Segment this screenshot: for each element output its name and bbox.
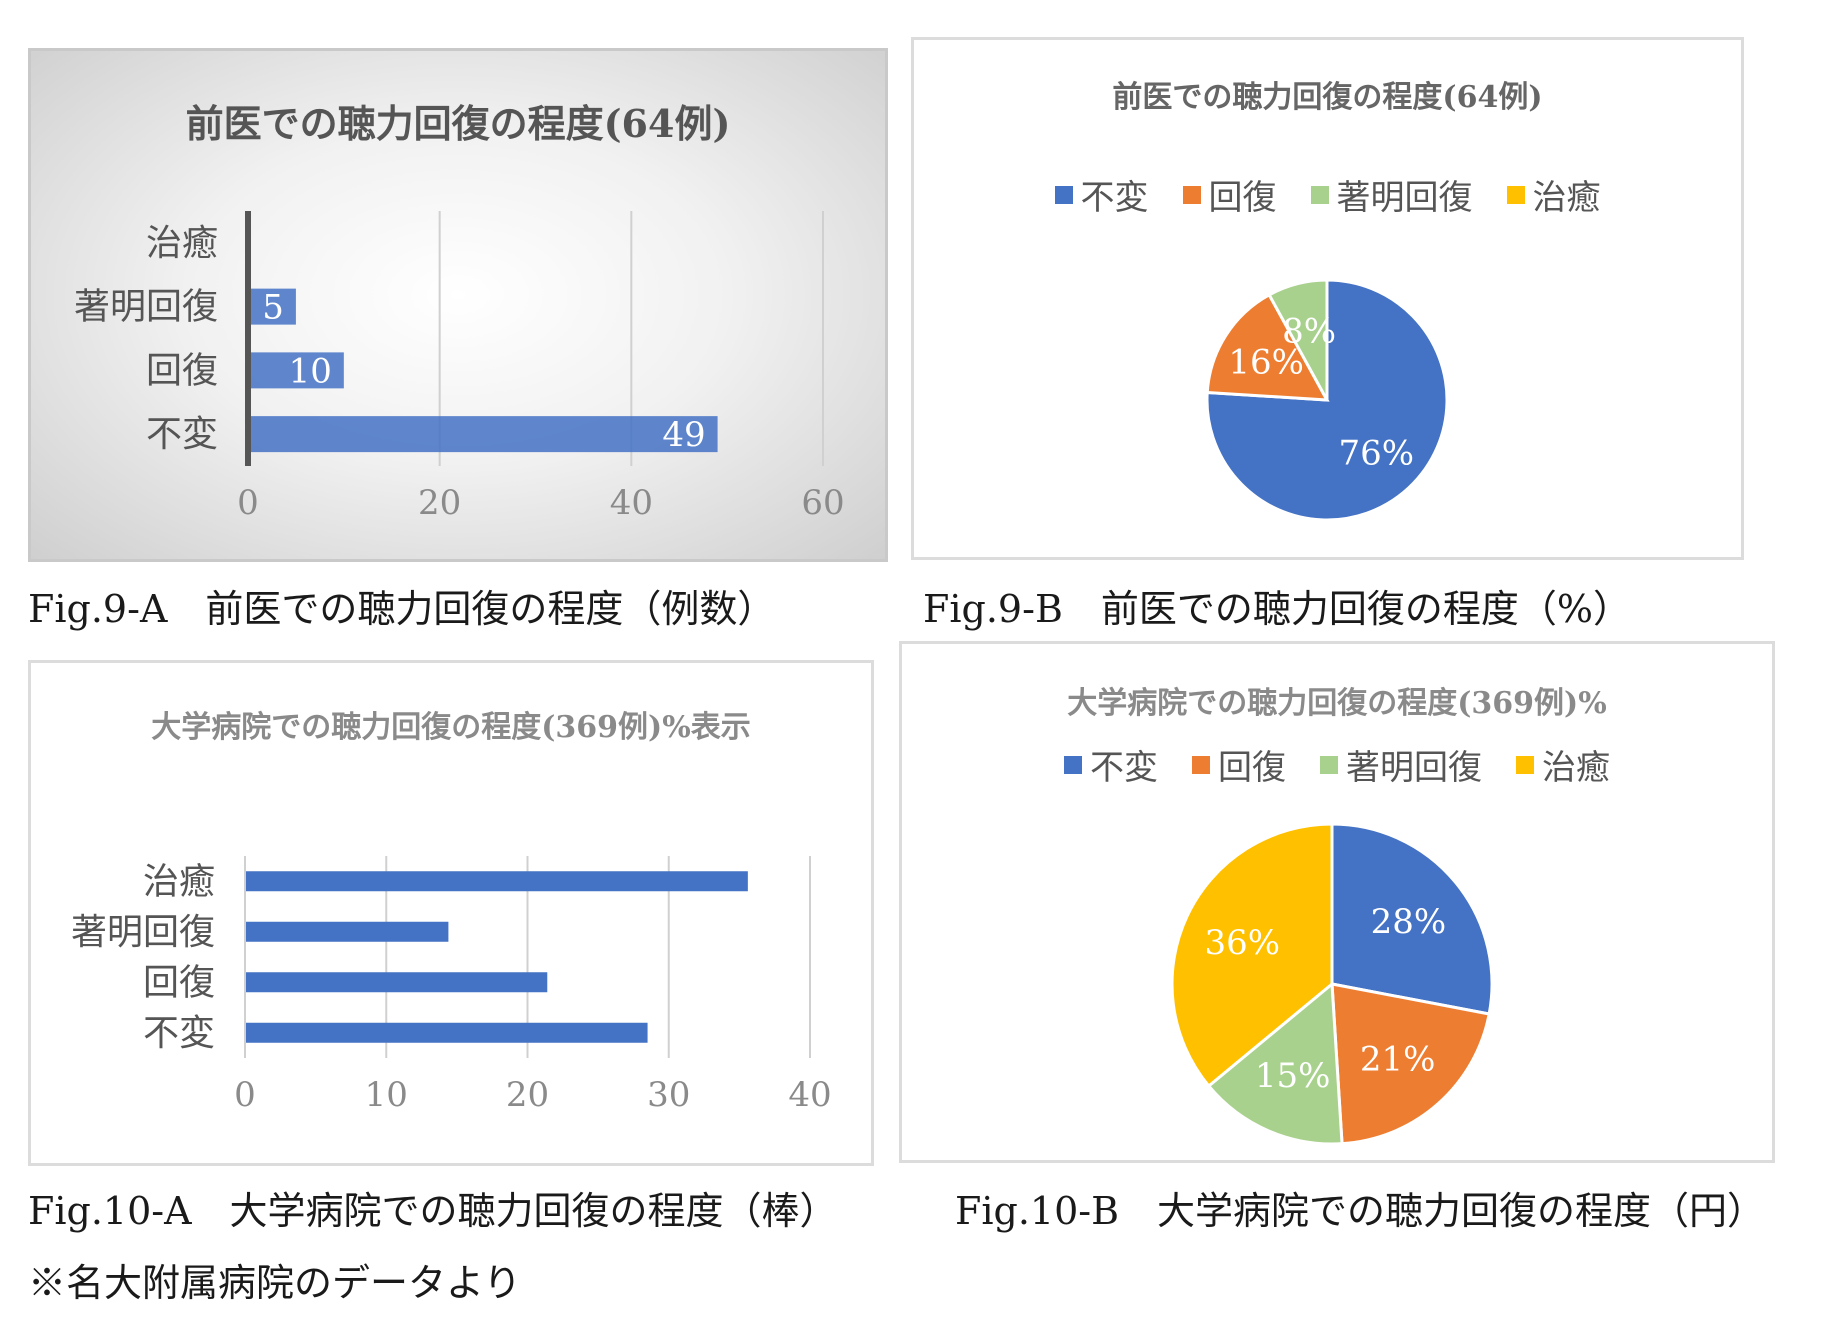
y-category-label: 回復 <box>143 962 215 1003</box>
data-label: 8% <box>1282 311 1336 351</box>
pie-slice <box>1206 980 1344 1146</box>
legend-swatch <box>1320 755 1338 774</box>
x-tick-label: 40 <box>788 1075 831 1115</box>
legend-item: 著明回復 <box>1310 170 1473 219</box>
y-category-label: 回復 <box>146 350 218 391</box>
pie-slice <box>1205 292 1330 402</box>
x-tick-label: 60 <box>801 483 844 523</box>
legend-label: 著明回復 <box>1346 748 1482 788</box>
chart-fig9b: 前医での聴力回復の程度(64例) 不変 回復 著明回復 治癒 76% 16% 8% <box>911 37 1744 560</box>
y-category-label: 治癒 <box>143 861 215 902</box>
bar <box>245 921 449 942</box>
chart-title: 前医での聴力回復の程度(64例) <box>185 101 731 146</box>
legend-swatch <box>1192 755 1210 774</box>
x-tick-label: 30 <box>647 1075 690 1115</box>
caption-fig9a: Fig.9-A 前医での聴力回復の程度（例数） <box>28 587 776 631</box>
data-label: 21% <box>1360 1039 1436 1079</box>
legend-label: 回復 <box>1208 178 1277 218</box>
chart-legend: 不変 回復 著明回復 治癒 <box>914 170 1741 219</box>
bar <box>245 871 748 892</box>
bar <box>245 1022 648 1043</box>
y-category-label: 著明回復 <box>74 287 218 328</box>
legend-item: 治癒 <box>1506 170 1601 219</box>
data-label: 28% <box>1371 902 1447 942</box>
caption-fig9b: Fig.9-B 前医での聴力回復の程度（%） <box>923 587 1631 631</box>
legend-swatch <box>1064 755 1082 774</box>
chart-fig10a: 大学病院での聴力回復の程度(369例)%表示 0 10 20 30 40 治癒著明回復回復… <box>28 660 874 1166</box>
data-label: 10 <box>289 351 332 391</box>
data-label: 5 <box>262 288 284 328</box>
data-label: 36% <box>1204 923 1280 963</box>
bar <box>245 972 548 993</box>
data-label: 15% <box>1255 1056 1331 1096</box>
x-tick-label: 10 <box>365 1075 408 1115</box>
chart-fig10b: 大学病院での聴力回復の程度(369例)% 不変 回復 著明回復 治癒 28% 21% 15… <box>899 641 1775 1163</box>
legend-label: 不変 <box>1080 178 1149 218</box>
legend-item: 不変 <box>1064 740 1158 789</box>
y-category-label: 不変 <box>143 1013 215 1054</box>
caption-fig10a: Fig.10-A 大学病院での聴力回復の程度（棒） <box>28 1189 838 1233</box>
x-tick-label: 0 <box>234 1075 256 1115</box>
data-label: 16% <box>1228 342 1304 382</box>
chart-title: 大学病院での聴力回復の程度(369例)% <box>1067 686 1607 721</box>
chart-legend: 不変 回復 著明回復 治癒 <box>902 740 1772 789</box>
pie-slice <box>1170 822 1334 1089</box>
chart-fig9a: 前医での聴力回復の程度(64例) 0 20 40 60 治癒著明回復 5 回復 10 不変 49 <box>28 48 888 562</box>
legend-label: 著明回復 <box>1336 178 1473 218</box>
y-category-label: 治癒 <box>146 223 218 264</box>
data-label: 49 <box>662 415 705 455</box>
source-note: ※名大附属病院のデータより <box>28 1261 522 1305</box>
x-tick-label: 20 <box>506 1075 549 1115</box>
legend-item: 回復 <box>1182 170 1277 219</box>
bar <box>248 288 296 325</box>
pie-slice <box>1267 278 1329 401</box>
pie-chart-fig9b: 76% 16%8% <box>1205 278 1449 522</box>
legend-label: 回復 <box>1218 748 1286 788</box>
chart-title: 大学病院での聴力回復の程度(369例)%表示 <box>151 710 751 745</box>
legend-label: 不変 <box>1090 748 1158 788</box>
pie-slice <box>1330 982 1491 1146</box>
chart-title: 前医での聴力回復の程度(64例) <box>1112 80 1543 115</box>
legend-swatch <box>1054 185 1073 204</box>
legend-item: 回復 <box>1192 740 1286 789</box>
x-tick-label: 40 <box>610 483 653 523</box>
y-category-label: 著明回復 <box>71 912 215 953</box>
legend-item: 治癒 <box>1516 740 1610 789</box>
pie-slice <box>1205 278 1449 522</box>
x-tick-label: 0 <box>237 483 259 523</box>
bar <box>248 352 344 389</box>
legend-item: 著明回復 <box>1320 740 1482 789</box>
legend-label: 治癒 <box>1532 178 1601 218</box>
x-tick-label: 20 <box>418 483 461 523</box>
caption-fig10b: Fig.10-B 大学病院での聴力回復の程度（円） <box>955 1189 1766 1233</box>
legend-swatch <box>1182 185 1201 204</box>
legend-item: 不変 <box>1054 170 1149 219</box>
legend-label: 治癒 <box>1542 748 1610 788</box>
legend-swatch <box>1310 185 1329 204</box>
y-category-label: 不変 <box>146 414 218 455</box>
pie-chart-fig10b: 28% 21% 15% 36% <box>1170 822 1494 1146</box>
data-label: 76% <box>1338 433 1414 473</box>
pie-slice <box>1330 822 1494 1016</box>
bar <box>248 416 718 453</box>
legend-swatch <box>1516 755 1534 774</box>
legend-swatch <box>1506 185 1525 204</box>
